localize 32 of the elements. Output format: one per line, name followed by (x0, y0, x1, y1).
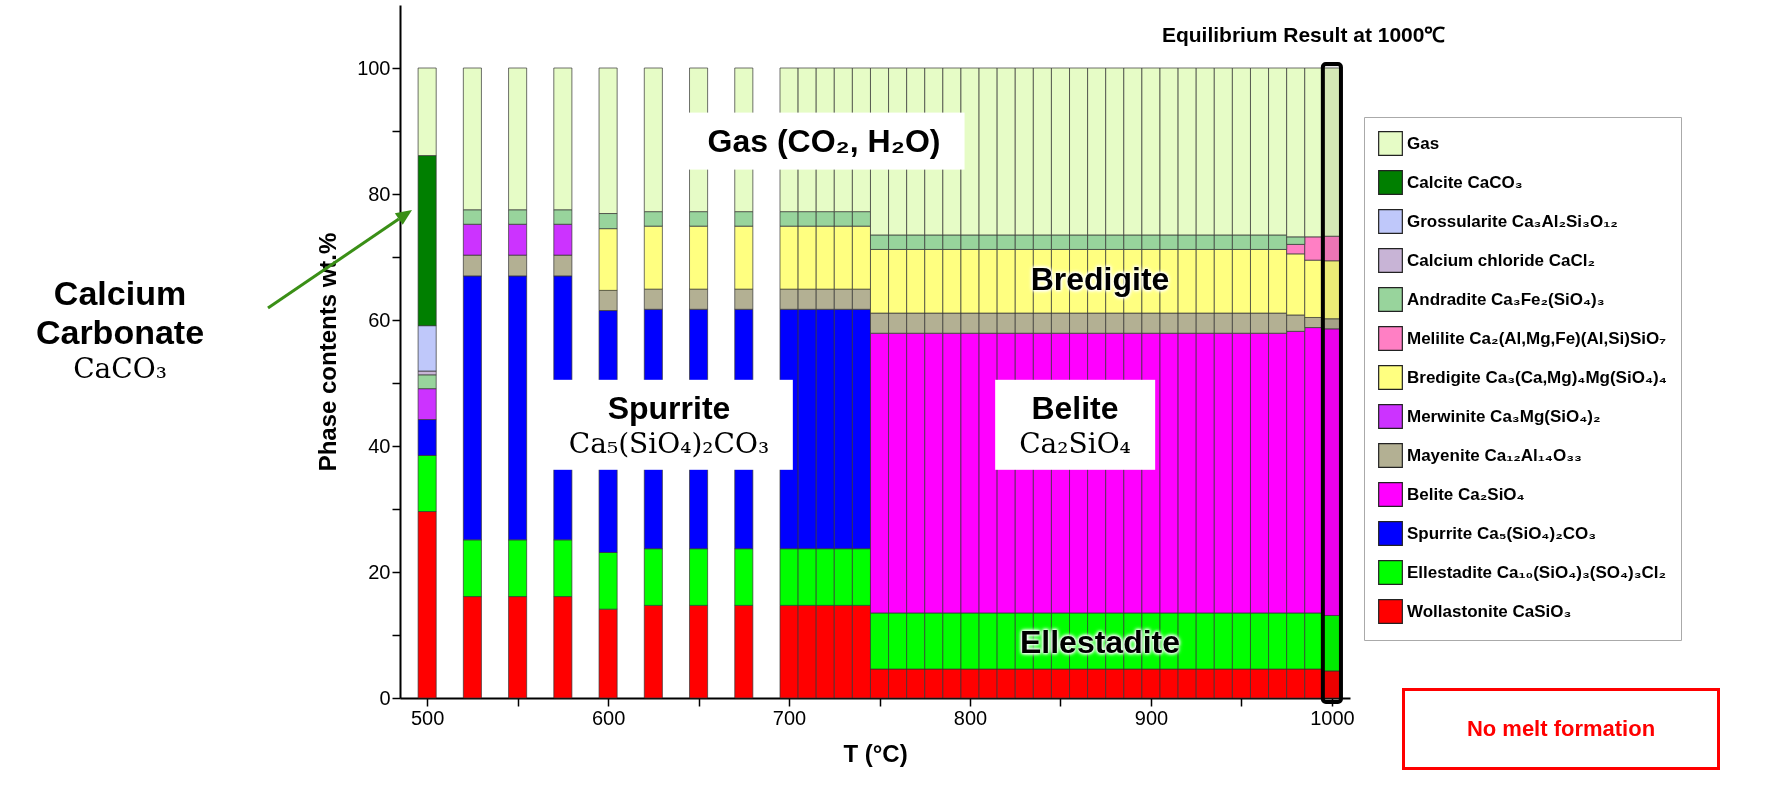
legend-label: Grossularite Ca₃Al₂Si₃O₁₂ (1407, 211, 1618, 231)
legend-label: Melilite Ca₂(Al,Mg,Fe)(Al,Si)SiO₇ (1407, 328, 1667, 348)
legend-label: Calcium chloride CaCl₂ (1407, 250, 1595, 270)
y-tick-label: 0 (379, 686, 391, 709)
y-tick-label: 60 (368, 308, 391, 331)
legend-label: Belite Ca₂SiO₄ (1407, 484, 1525, 504)
legend-label: Bredigite Ca₃(Ca,Mg)₄Mg(SiO₄)₄ (1407, 367, 1667, 387)
y-tick-label: 80 (368, 182, 391, 205)
legend-label: Ellestadite Ca₁₀(SiO₄)₃(SO₄)₃Cl₂ (1407, 562, 1667, 582)
annotation: Belite Ca₂SiO₄ (1019, 389, 1131, 461)
annotation: Spurrite Ca₅(SiO₄)₂CO₃ (568, 389, 770, 461)
x-tick-label: 800 (953, 706, 988, 729)
annotation: Gas (CO₂, H₂O) (707, 122, 941, 160)
y-tick-label: 20 (368, 560, 391, 583)
legend-label: Wollastonite CaSiO₃ (1407, 601, 1572, 621)
legend-label: Mayenite Ca₁₂Al₁₄O₃₃ (1407, 445, 1582, 465)
x-tick-label: 700 (772, 706, 807, 729)
x-axis-title: T (°C) (843, 739, 908, 767)
y-tick-label: 40 (368, 434, 391, 457)
x-tick-label: 900 (1134, 706, 1169, 729)
text: Calcium Carbonate CaCO₃ (35, 274, 205, 386)
legend-label: Spurrite Ca₅(SiO₄)₂CO₃ (1407, 523, 1597, 543)
legend-label: Calcite CaCO₃ (1407, 172, 1523, 192)
annotation: Equilibrium Result at 1000℃ (1161, 22, 1446, 48)
legend-label: Andradite Ca₃Fe₂(SiO₄)₃ (1407, 289, 1605, 309)
text: No melt formation (1402, 688, 1720, 770)
x-tick-label: 1000 (1310, 706, 1355, 729)
x-tick-label: 600 (591, 706, 626, 729)
x-tick-label: 500 (410, 706, 445, 729)
y-tick-label: 100 (357, 56, 391, 79)
legend-label: Merwinite Ca₃Mg(SiO₄)₂ (1407, 406, 1601, 426)
legend-label: Gas (1407, 133, 1440, 153)
